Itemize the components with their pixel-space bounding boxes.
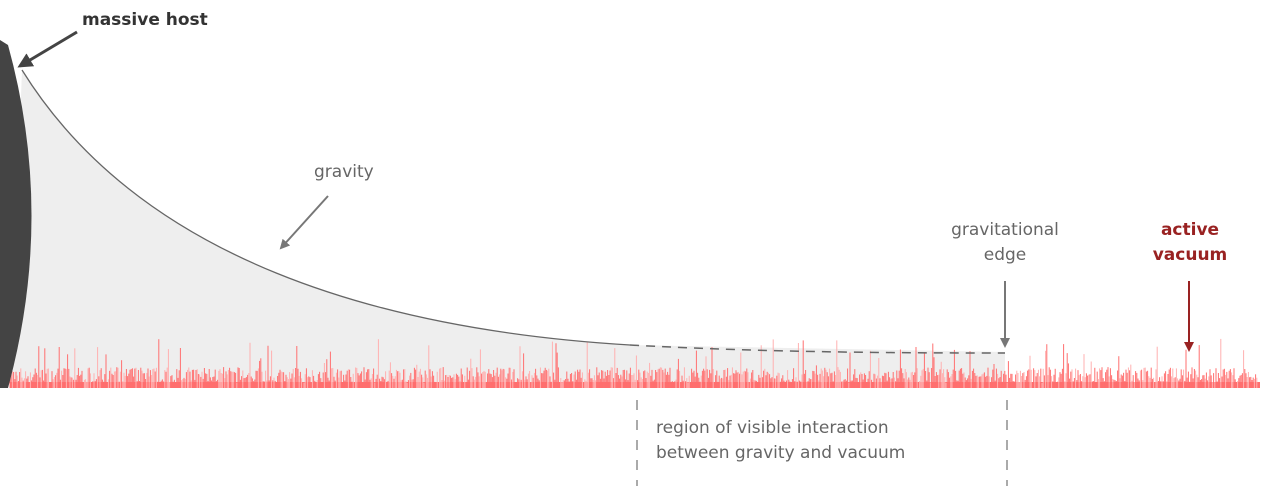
gravitational-edge-label-line1: gravitational <box>951 220 1059 240</box>
gravity-curve <box>21 69 631 346</box>
gravitational-edge-label-line2: edge <box>983 245 1027 265</box>
gravity-label: gravity <box>314 162 374 182</box>
active-vacuum-label-line1: active <box>1160 220 1220 240</box>
region-label: region of visible interaction between gr… <box>656 417 996 464</box>
gravitational-edge-label: gravitational edge <box>920 219 1090 266</box>
region-label-line1: region of visible interaction <box>656 418 889 438</box>
active-vacuum-label: active vacuum <box>1130 219 1250 266</box>
active-vacuum-label-line2: vacuum <box>1152 245 1228 265</box>
massive-host-arrow <box>17 30 78 68</box>
massive-host-label: massive host <box>82 10 208 30</box>
gravity-field-area <box>10 70 1005 388</box>
gravity-curve-dashed-tail <box>629 344 1006 354</box>
region-label-line2: between gravity and vacuum <box>656 443 906 463</box>
vacuum-fluctuation-noise <box>9 338 1260 388</box>
massive-host-body <box>0 40 32 388</box>
gravity-arrow <box>279 195 329 250</box>
